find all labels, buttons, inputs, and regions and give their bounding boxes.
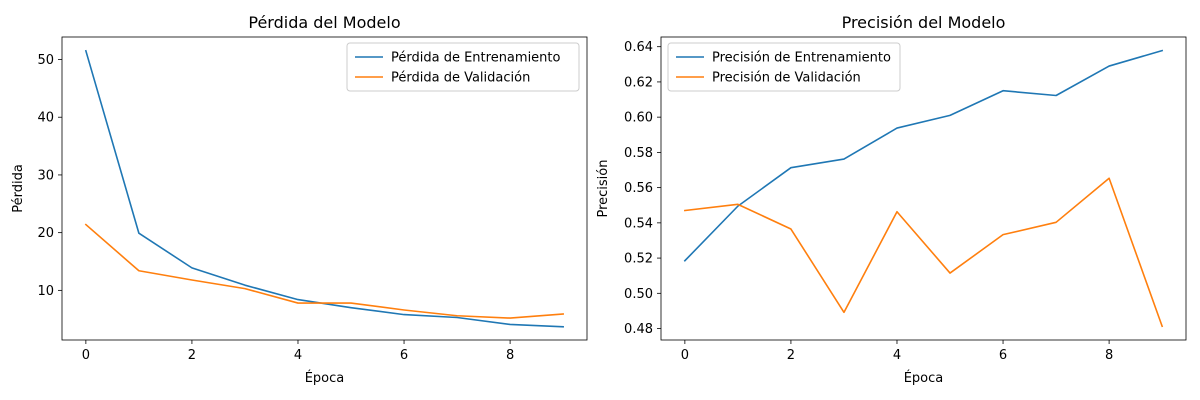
chart1-xtick-label: 6 — [400, 348, 408, 363]
chart1-legend-label-2: Pérdida de Validación — [391, 71, 530, 86]
chart1-xtick-label: 0 — [82, 348, 90, 363]
chart2-legend-label-1: Precisión de Entrenamiento — [712, 51, 891, 66]
chart2-xtick-label: 2 — [787, 348, 795, 363]
chart1-ytick-label: 40 — [37, 111, 54, 126]
chart1-legend-box — [346, 42, 580, 92]
chart2-xtick-label: 6 — [999, 348, 1007, 363]
chart2-ylabel: Precisión — [596, 159, 611, 217]
chart2-ytick-label: 0.64 — [624, 40, 653, 55]
chart1-xtick-label: 4 — [294, 348, 302, 363]
chart2-axes-frame — [660, 36, 1187, 341]
chart1-title: Pérdida del Modelo — [248, 13, 400, 32]
chart2-xtick-label: 0 — [681, 348, 689, 363]
chart2-ytick-label: 0.56 — [624, 181, 653, 196]
chart2-xtick-label: 4 — [893, 348, 901, 363]
chart2-ytick-label: 0.50 — [624, 287, 653, 302]
chart1-ytick-label: 10 — [37, 284, 54, 299]
chart1-xtick-label: 8 — [506, 348, 514, 363]
chart2-title: Precisión del Modelo — [842, 13, 1006, 32]
chart2-series-2-line — [683, 177, 1164, 328]
chart2-series-1-line — [683, 49, 1164, 262]
chart1-series-2-line — [84, 223, 564, 319]
chart2-xtick-label: 8 — [1105, 348, 1113, 363]
chart1-axes-frame — [61, 36, 588, 341]
chart2-ytick-label: 0.62 — [624, 75, 653, 90]
chart2-ytick-label: 0.52 — [624, 252, 653, 267]
chart2-ytick-label: 0.58 — [624, 146, 653, 161]
chart2-ytick-label: 0.54 — [624, 216, 653, 231]
chart2-legend-box — [667, 42, 901, 92]
chart1-series-1-line — [84, 49, 564, 328]
chart2-legend-label-2: Precisión de Validación — [712, 71, 861, 86]
chart2-ytick-label: 0.60 — [624, 111, 653, 126]
chart2-ytick-label: 0.48 — [624, 322, 653, 337]
chart1-legend-label-1: Pérdida de Entrenamiento — [391, 51, 561, 66]
chart2-xlabel: Época — [904, 370, 944, 386]
chart1-xtick-label: 2 — [188, 348, 196, 363]
chart1-ylabel: Pérdida — [11, 164, 26, 213]
chart1-ytick-label: 30 — [37, 168, 54, 183]
chart1-ytick-label: 50 — [37, 53, 54, 68]
chart1-xlabel: Época — [305, 370, 345, 386]
chart1-ytick-label: 20 — [37, 226, 54, 241]
